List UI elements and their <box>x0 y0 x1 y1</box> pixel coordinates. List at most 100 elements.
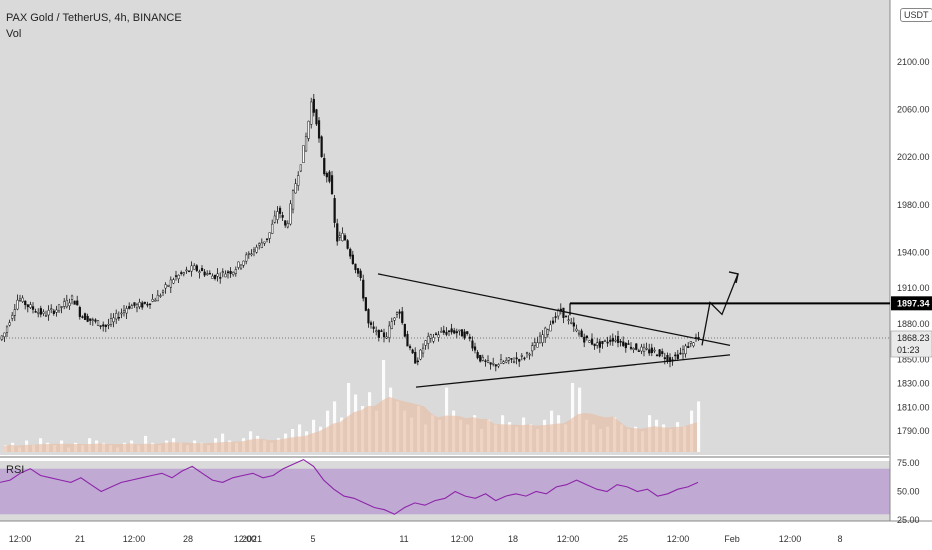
candle-body <box>182 272 185 275</box>
rsi-tick-label: 50.00 <box>897 487 920 497</box>
candle-body <box>104 324 107 328</box>
candle-body <box>549 324 552 332</box>
candle-body <box>151 299 154 302</box>
candle-body <box>76 300 79 306</box>
candle-body <box>130 305 133 309</box>
candle-body <box>60 306 63 308</box>
rsi-line <box>0 458 699 515</box>
candle-body <box>570 322 573 324</box>
candle-body <box>164 284 167 289</box>
price-tick-label: 1830.00 <box>897 379 930 389</box>
candle-body <box>546 329 549 335</box>
candle-body <box>541 334 544 343</box>
candle-body <box>291 190 295 210</box>
candle-body <box>434 333 438 336</box>
candle-body <box>208 272 211 275</box>
last-price-tag <box>890 330 932 358</box>
candle-body <box>200 268 204 272</box>
price-pane-bg <box>0 0 890 455</box>
candle-body <box>237 261 240 268</box>
candle-body <box>328 171 331 182</box>
candle-body <box>232 271 235 275</box>
candle-body <box>47 310 50 316</box>
candle-body <box>562 307 565 318</box>
candle-body <box>226 271 230 274</box>
candle-body <box>13 309 16 316</box>
candle-body <box>359 270 362 278</box>
candle-body <box>156 294 159 302</box>
candle-body <box>588 340 591 343</box>
candle-body <box>411 349 414 354</box>
candle-body <box>564 315 568 318</box>
candle-body <box>117 317 120 319</box>
candle-body <box>203 271 206 276</box>
candle-body <box>112 317 115 323</box>
candle-body <box>642 346 646 352</box>
candle-body <box>375 330 378 333</box>
candle-body <box>297 175 300 186</box>
resistance-price-label: 1897.34 <box>897 298 930 308</box>
candle-body <box>320 136 323 157</box>
candle-body <box>492 362 495 365</box>
candle-body <box>637 350 640 352</box>
resistance-price-tag <box>891 296 932 311</box>
candle-body <box>96 320 100 326</box>
candle-body <box>661 351 664 355</box>
time-tick-label: 18 <box>508 534 518 544</box>
candle-body <box>437 334 440 338</box>
candle-body <box>364 297 367 311</box>
candle-body <box>479 354 482 362</box>
candle-body <box>187 270 191 273</box>
time-tick-label: 2021 <box>242 534 262 544</box>
candle-body <box>382 332 386 338</box>
candle-body <box>325 173 328 178</box>
candle-body <box>510 358 513 360</box>
candle-body <box>502 361 505 364</box>
candle-body <box>193 265 196 270</box>
candle-body <box>354 263 357 270</box>
candle-body <box>421 347 425 354</box>
candle-body <box>143 301 146 304</box>
candle-body <box>567 319 570 322</box>
candle-body <box>367 309 370 324</box>
candle-body <box>73 300 76 305</box>
time-tick-label: 12:00 <box>557 534 580 544</box>
candle-body <box>531 345 534 352</box>
candle-body <box>601 340 604 344</box>
time-tick-label: 25 <box>618 534 628 544</box>
candle-body <box>3 332 6 338</box>
candle-body <box>55 309 58 313</box>
candle-body <box>86 315 89 322</box>
candle-body <box>403 324 406 337</box>
candle-body <box>11 315 14 319</box>
candle-body <box>169 279 172 288</box>
candle-body <box>271 223 274 234</box>
candle-body <box>518 359 521 362</box>
candle-body <box>408 346 412 349</box>
time-tick-label: 12:00 <box>451 534 474 544</box>
candle-body <box>687 346 690 349</box>
candle-body <box>655 354 659 357</box>
time-tick-label: 12:00 <box>234 534 257 544</box>
candle-body <box>39 308 42 315</box>
candle-body <box>343 235 347 241</box>
price-tick-label: 1790.00 <box>897 426 930 436</box>
candle-body <box>330 175 334 195</box>
countdown-label: 01:23 <box>897 345 920 355</box>
currency-badge[interactable]: USDT <box>900 8 932 22</box>
candle-body <box>544 327 547 338</box>
candle-body <box>68 302 71 306</box>
time-tick-label: 8 <box>837 534 842 544</box>
candle-body <box>78 307 81 317</box>
candle-body <box>180 272 183 274</box>
candle-body <box>653 349 656 352</box>
symbol-title: PAX Gold / TetherUS, 4h, BINANCE <box>6 12 182 24</box>
candle-body <box>406 334 409 347</box>
candle-body <box>585 335 588 339</box>
candle-body <box>606 341 609 344</box>
price-tick-label: 2060.00 <box>897 105 930 115</box>
candle-body <box>16 299 19 310</box>
candle-body <box>525 352 529 354</box>
